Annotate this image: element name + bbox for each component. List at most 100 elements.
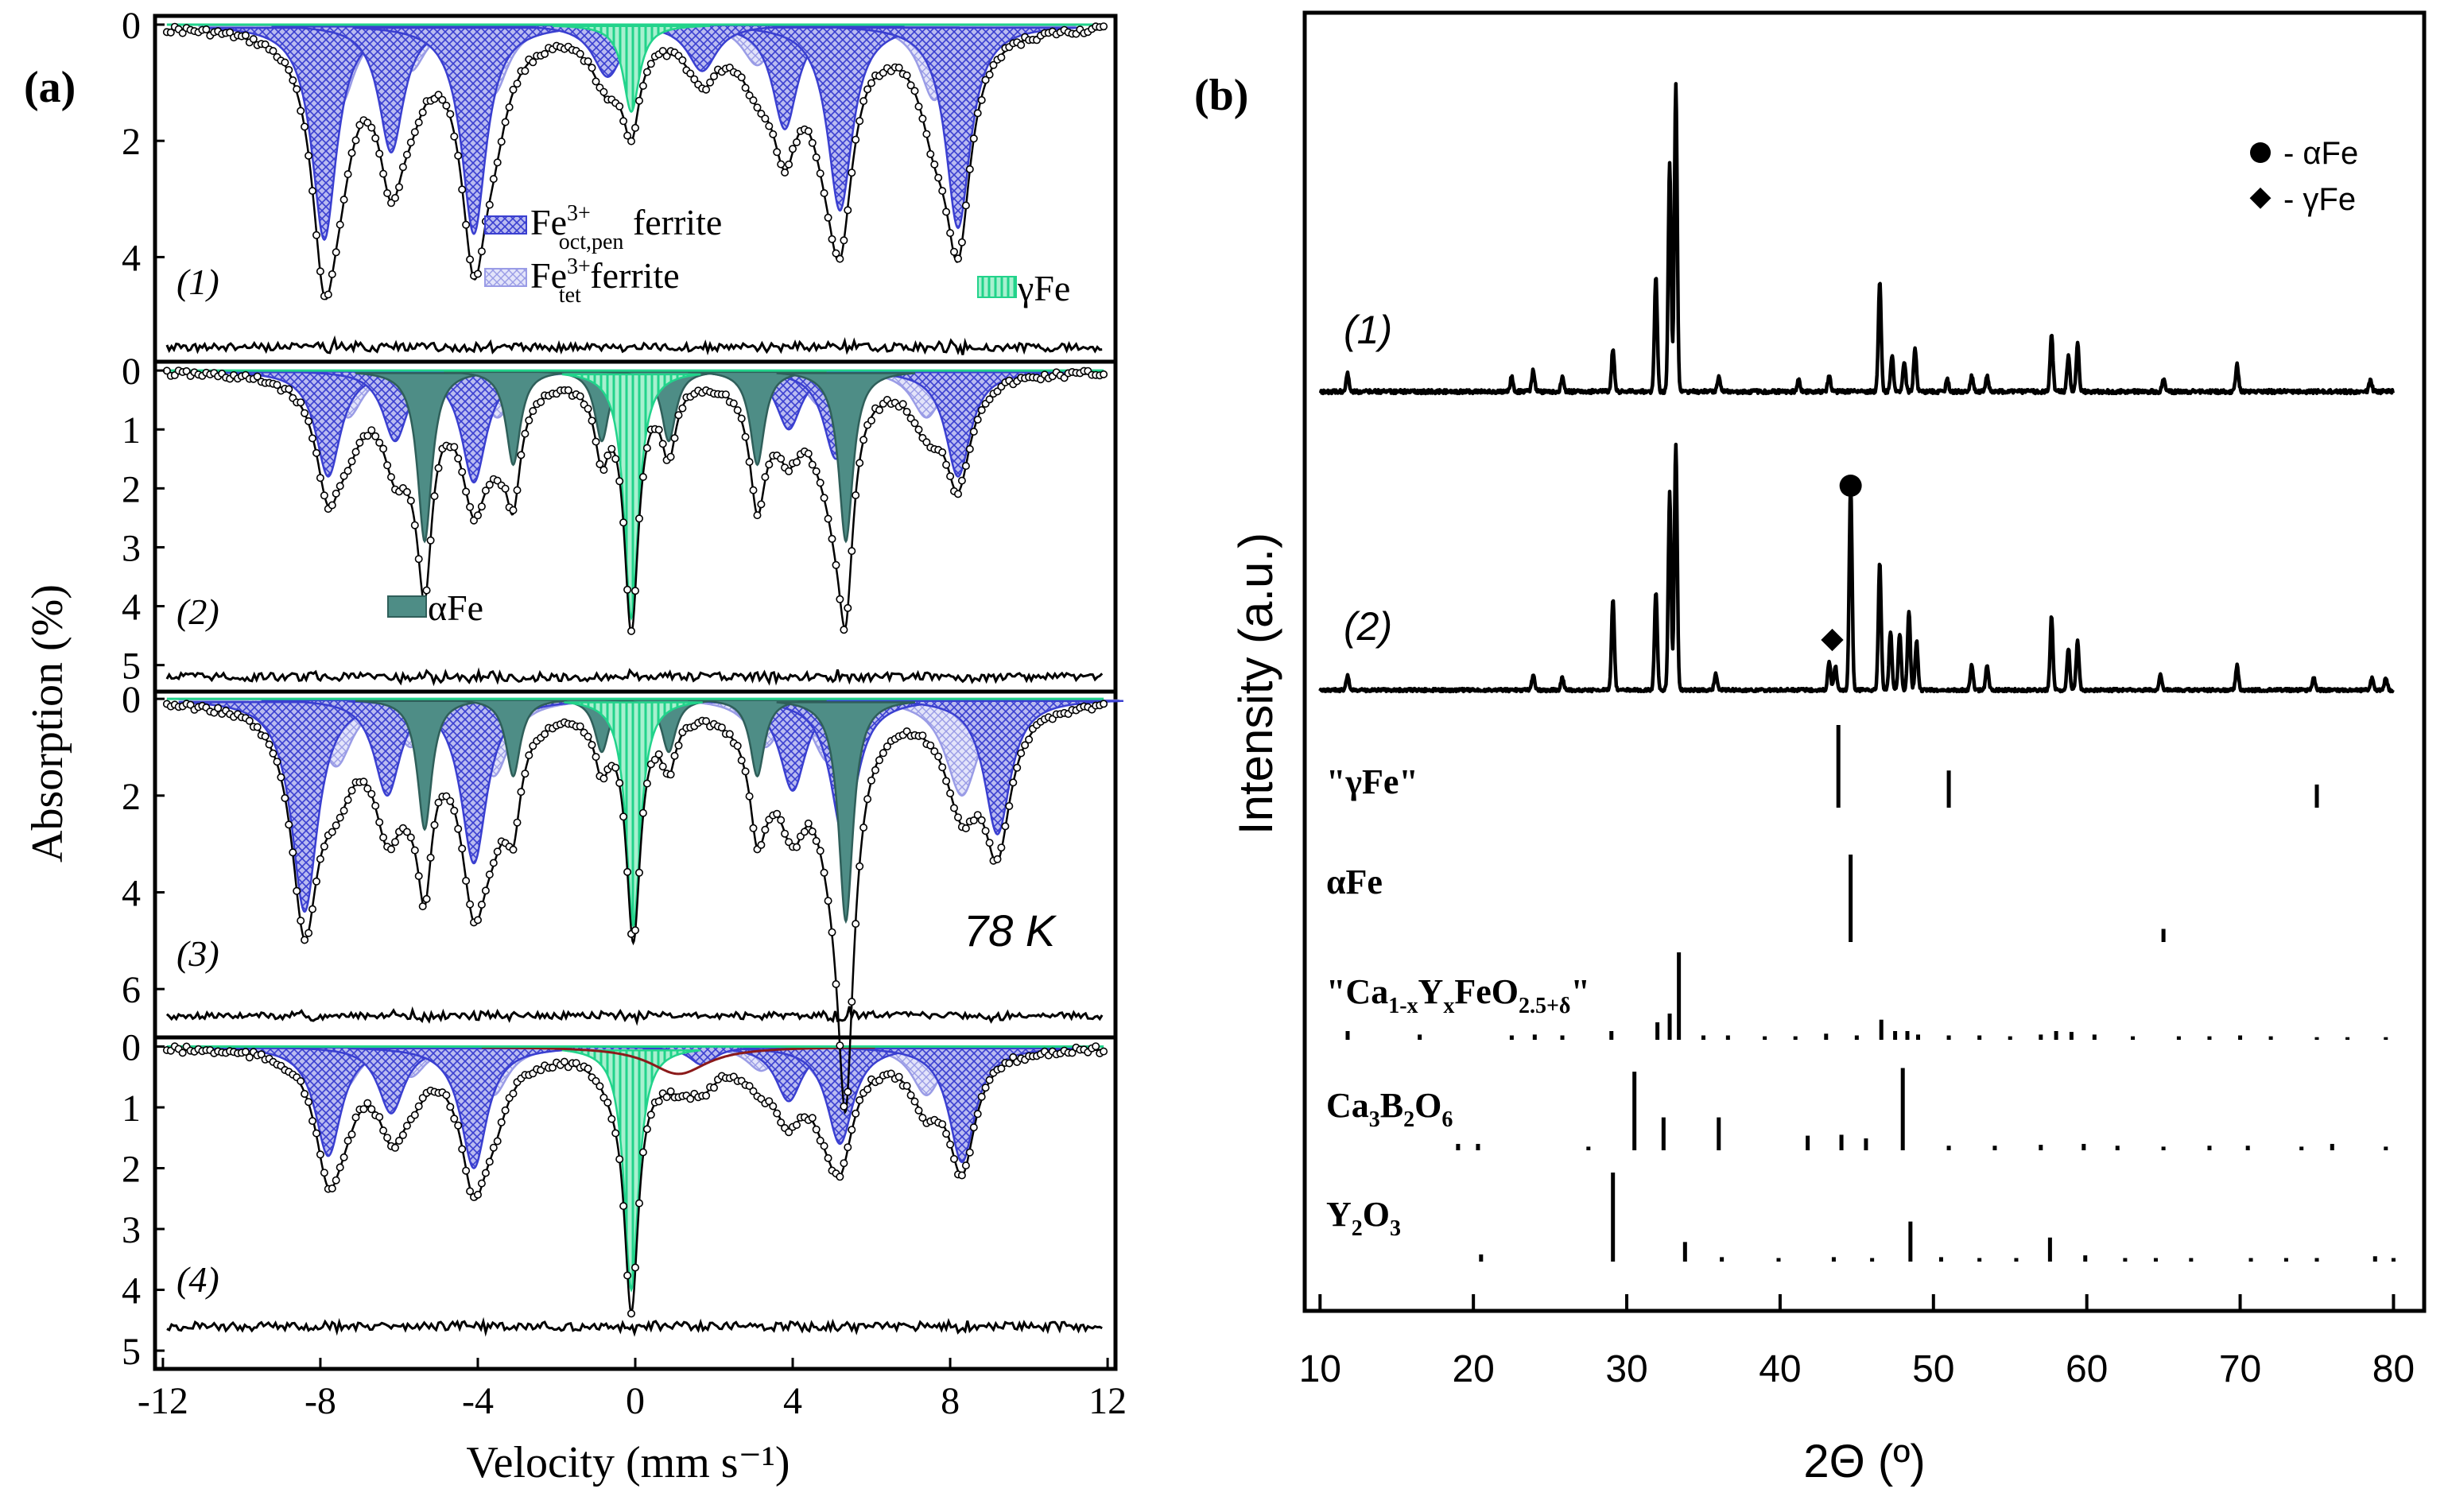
data-point — [603, 451, 612, 459]
svg-text:Fe3+oct,pen ferrite: Fe3+ oct,pen ferrite — [530, 201, 722, 254]
data-point — [773, 1109, 782, 1118]
subspectrum-gamma-line — [561, 1049, 701, 1293]
data-point — [611, 1129, 620, 1138]
data-point — [1017, 41, 1026, 49]
legend-tet-prefix: Fe — [530, 255, 567, 296]
data-point — [347, 457, 356, 466]
data-point — [902, 407, 911, 416]
panel-a-x-ticks: -12 -8 -4 0 4 8 12 — [138, 1358, 1127, 1422]
data-point — [654, 425, 663, 434]
data-point — [226, 28, 235, 37]
data-point — [867, 79, 876, 87]
data-point — [918, 731, 927, 740]
legend-a: Fe3+ oct,pen ferrite Fe3+ tet ferrite γFe … — [387, 201, 1070, 628]
data-point — [316, 474, 324, 483]
data-point — [1100, 1047, 1108, 1056]
data-point — [844, 206, 852, 215]
data-point — [957, 238, 966, 246]
data-point — [525, 416, 533, 425]
data-point — [297, 1077, 305, 1086]
data-point — [371, 432, 380, 440]
data-point — [320, 1169, 328, 1177]
data-point — [961, 1161, 970, 1170]
data-point — [446, 797, 455, 805]
data-point — [513, 818, 522, 827]
data-point — [367, 426, 376, 435]
reference-label-part: O — [1363, 1195, 1390, 1234]
data-point — [414, 1102, 423, 1111]
y-tick-label: 3 — [122, 527, 141, 569]
data-point — [548, 1064, 557, 1072]
x-tick-label: 80 — [2372, 1348, 2415, 1390]
data-point — [607, 444, 616, 453]
subspectrum-gamma-line — [561, 373, 701, 622]
data-point — [942, 777, 951, 785]
data-point — [473, 511, 482, 520]
data-point — [584, 1064, 592, 1073]
data-point — [414, 555, 423, 564]
data-point — [852, 920, 860, 929]
panel-a-spectrum-labels: (1) (2) (3) (4) — [177, 262, 219, 1300]
data-point — [977, 1092, 986, 1101]
data-point — [989, 60, 998, 69]
data-point — [537, 397, 545, 406]
data-point — [466, 502, 475, 511]
data-point — [898, 400, 907, 409]
data-point — [477, 247, 486, 256]
data-point — [733, 405, 742, 414]
x-tick-label: 0 — [626, 1380, 645, 1422]
legend-b-alpha-label: - αFe — [2283, 136, 2358, 171]
data-point — [702, 85, 711, 94]
data-point — [576, 722, 584, 731]
data-point — [497, 138, 506, 146]
data-point — [961, 201, 970, 210]
data-point — [469, 516, 478, 525]
data-point — [662, 52, 671, 60]
data-point — [576, 392, 584, 401]
data-point — [541, 730, 549, 739]
data-point — [741, 83, 750, 92]
x-tick-label: 70 — [2219, 1348, 2261, 1390]
reference-label-5: Y2O3 — [1326, 1195, 1401, 1241]
data-point — [855, 1096, 864, 1105]
data-point — [434, 798, 443, 807]
data-point — [820, 494, 828, 502]
data-point — [383, 1134, 392, 1142]
data-point — [273, 381, 281, 390]
data-point — [836, 1041, 844, 1050]
x-tick-label: -12 — [138, 1380, 188, 1422]
data-point — [997, 53, 1006, 62]
data-point — [414, 872, 423, 881]
data-point — [753, 511, 762, 520]
reference-label-part: Y — [1418, 972, 1444, 1011]
data-point — [646, 60, 655, 68]
data-point — [765, 1097, 774, 1106]
legend-oct-suffix: ferrite — [623, 202, 722, 242]
spectrum-label-2: (2) — [177, 591, 219, 632]
y-tick-label: 0 — [122, 351, 141, 393]
data-point — [493, 158, 502, 167]
panel-a-label: (a) — [24, 63, 76, 112]
spectrum-label-4: (4) — [177, 1259, 219, 1300]
data-point — [954, 254, 963, 263]
data-point — [918, 114, 927, 123]
subspectrum-gamma-line — [564, 701, 703, 929]
data-point — [450, 443, 459, 452]
data-point — [840, 1102, 848, 1111]
data-point — [273, 758, 281, 766]
data-point — [442, 1091, 451, 1099]
data-point — [638, 808, 647, 817]
data-point — [301, 1090, 309, 1099]
data-point — [339, 196, 348, 204]
data-point — [596, 1082, 604, 1091]
data-point — [312, 231, 320, 239]
y-tick-label: 4 — [122, 872, 141, 914]
data-point — [402, 150, 411, 159]
data-point — [630, 1263, 639, 1272]
data-point — [894, 1072, 903, 1081]
data-point — [749, 96, 758, 105]
data-point — [761, 114, 770, 123]
data-point — [910, 419, 919, 428]
reference-label-part: 3 — [1390, 1216, 1401, 1241]
panel-a-y-axis-label: Absorption (%) — [23, 584, 72, 863]
